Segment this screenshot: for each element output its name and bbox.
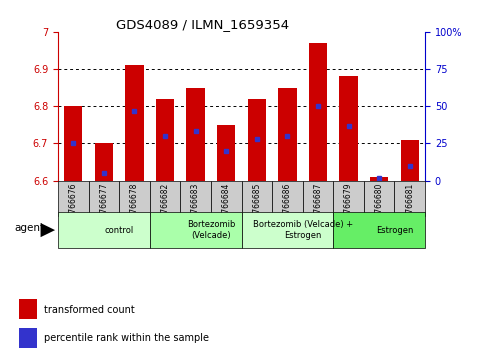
Bar (370, 177, 388, 181)
Bar (156, 99, 174, 181)
Text: Estrogen: Estrogen (376, 225, 413, 235)
Bar (278, 88, 297, 181)
Bar (64, 106, 83, 181)
Text: GSM766685: GSM766685 (252, 182, 261, 229)
Bar (217, 125, 235, 181)
Text: GSM766681: GSM766681 (405, 182, 414, 229)
Bar (58, 181, 88, 216)
Bar (272, 181, 303, 216)
Bar (248, 99, 266, 181)
Bar (58, 212, 150, 248)
Bar (150, 181, 180, 216)
Text: transformed count: transformed count (44, 305, 135, 315)
Text: GSM766687: GSM766687 (313, 182, 323, 229)
Text: GSM766683: GSM766683 (191, 182, 200, 229)
Text: GSM766677: GSM766677 (99, 182, 108, 229)
Bar (340, 76, 358, 181)
Bar (364, 181, 395, 216)
Bar (125, 65, 143, 181)
Bar (180, 181, 211, 216)
Bar (186, 88, 205, 181)
Bar (242, 212, 333, 248)
Bar (309, 43, 327, 181)
Bar (19, 299, 38, 319)
Text: GSM766680: GSM766680 (375, 182, 384, 229)
Text: percentile rank within the sample: percentile rank within the sample (44, 333, 210, 343)
Text: GDS4089 / ILMN_1659354: GDS4089 / ILMN_1659354 (116, 18, 289, 31)
Bar (395, 181, 425, 216)
Bar (242, 181, 272, 216)
Text: agent: agent (14, 223, 44, 233)
Text: GSM766679: GSM766679 (344, 182, 353, 229)
Bar (119, 181, 150, 216)
Text: GSM766682: GSM766682 (160, 182, 170, 229)
Bar (150, 212, 242, 248)
Bar (95, 143, 113, 181)
Text: GSM766678: GSM766678 (130, 182, 139, 229)
Text: Bortezomib
(Velcade): Bortezomib (Velcade) (187, 221, 235, 240)
Bar (88, 181, 119, 216)
Bar (400, 140, 419, 181)
Text: GSM766676: GSM766676 (69, 182, 78, 229)
Bar (333, 212, 425, 248)
Text: Bortezomib (Velcade) +
Estrogen: Bortezomib (Velcade) + Estrogen (253, 221, 353, 240)
Bar (211, 181, 242, 216)
Polygon shape (41, 223, 55, 237)
Bar (303, 181, 333, 216)
Text: GSM766684: GSM766684 (222, 182, 231, 229)
Bar (333, 181, 364, 216)
Text: GSM766686: GSM766686 (283, 182, 292, 229)
Bar (19, 328, 38, 348)
Text: control: control (104, 225, 134, 235)
